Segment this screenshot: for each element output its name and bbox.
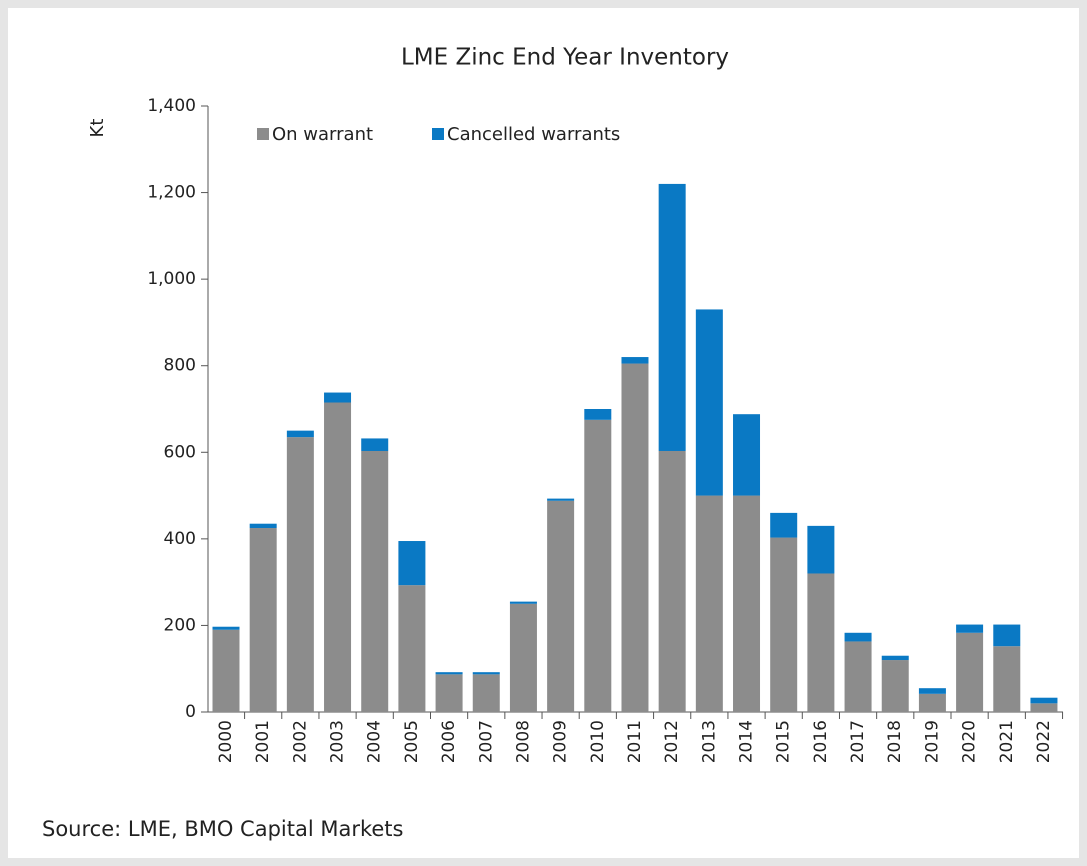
bar-segment (918, 693, 946, 712)
bar-segment (547, 498, 575, 501)
bar-segment (658, 450, 686, 712)
x-tick-label: 2022 (1034, 720, 1054, 763)
bar-segment (324, 402, 352, 712)
bar-segment (621, 357, 649, 364)
bar-segment (584, 419, 612, 712)
panel (8, 8, 1079, 858)
legend-swatch (257, 128, 269, 140)
legend-label: Cancelled warrants (447, 124, 620, 145)
bar-segment (435, 674, 463, 712)
x-tick-label: 2006 (439, 720, 459, 763)
x-tick-label: 2003 (328, 720, 348, 763)
bar-segment (398, 541, 426, 586)
bar-segment (472, 674, 500, 712)
bar-segment (286, 437, 314, 712)
bar-segment (881, 660, 909, 712)
bar-segment (398, 585, 426, 712)
bar-segment (584, 409, 612, 420)
x-tick-label: 2012 (662, 720, 682, 763)
bar-segment (509, 601, 537, 604)
x-tick-label: 2018 (885, 720, 905, 763)
bar-segment (1030, 697, 1058, 704)
x-tick-label: 2007 (476, 720, 496, 763)
bar-segment (658, 183, 686, 451)
bar-segment (770, 537, 798, 712)
x-tick-label: 2010 (588, 720, 608, 763)
bar-segment (844, 632, 872, 642)
x-tick-label: 2008 (513, 720, 533, 763)
bar-segment (249, 523, 277, 529)
bar-segment (695, 309, 723, 496)
bar-segment (956, 632, 984, 712)
bar-segment (509, 603, 537, 712)
bar-segment (770, 512, 798, 538)
bar-segment (547, 500, 575, 712)
bar-segment (361, 450, 389, 712)
x-tick-label: 2001 (253, 720, 273, 763)
bar-segment (956, 624, 984, 633)
bar-segment (844, 641, 872, 712)
y-tick-label: 1,000 (147, 269, 196, 289)
bar-segment (733, 414, 761, 496)
x-tick-label: 2009 (551, 720, 571, 763)
y-tick-label: 1,200 (147, 183, 196, 203)
y-tick-label: 600 (164, 442, 196, 462)
bar-segment (881, 655, 909, 661)
legend-label: On warrant (272, 124, 373, 145)
x-tick-label: 2002 (290, 720, 310, 763)
bar-segment (993, 646, 1021, 712)
x-tick-label: 2015 (774, 720, 794, 763)
y-tick-label: 0 (185, 702, 196, 722)
y-axis-label: Kt (87, 119, 108, 138)
bar-segment (993, 624, 1021, 647)
bar-segment (286, 430, 314, 438)
x-tick-label: 2011 (625, 720, 645, 763)
bar-segment (621, 363, 649, 712)
x-tick-label: 2013 (699, 720, 719, 763)
bar-segment (472, 672, 500, 675)
y-tick-label: 800 (164, 356, 196, 376)
x-tick-label: 2004 (365, 720, 385, 763)
bar-segment (807, 525, 835, 574)
chart-title: LME Zinc End Year Inventory (401, 45, 729, 71)
x-tick-label: 2014 (737, 720, 757, 763)
bar-segment (212, 629, 240, 712)
x-tick-label: 2016 (811, 720, 831, 763)
x-tick-label: 2005 (402, 720, 422, 763)
bar-segment (695, 495, 723, 712)
legend-swatch (432, 128, 444, 140)
bar-segment (249, 528, 277, 712)
bar-segment (733, 495, 761, 712)
y-tick-label: 400 (164, 529, 196, 549)
bar-segment (361, 438, 389, 451)
x-tick-label: 2017 (848, 720, 868, 763)
x-tick-label: 2019 (922, 720, 942, 763)
bar-segment (1030, 703, 1058, 712)
x-tick-label: 2020 (960, 720, 980, 763)
bar-segment (212, 626, 240, 630)
bar-segment (807, 573, 835, 712)
y-tick-label: 200 (164, 615, 196, 635)
x-tick-label: 2021 (997, 720, 1017, 763)
y-tick-label: 1,400 (147, 96, 196, 116)
x-tick-label: 2000 (216, 720, 236, 763)
source: Source: LME, BMO Capital Markets (42, 817, 403, 841)
bar-segment (435, 672, 463, 675)
bar-segment (324, 392, 352, 403)
bar-segment (918, 688, 946, 694)
